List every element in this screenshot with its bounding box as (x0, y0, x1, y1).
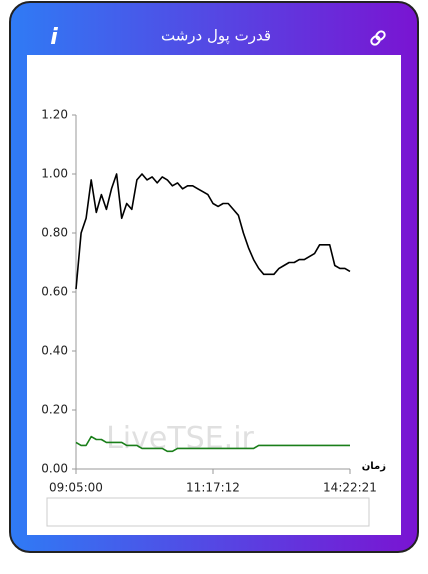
series-line (75, 435, 350, 453)
y-tick-label: 1.00 (41, 167, 68, 181)
header-title: قدرت پول درشت (161, 27, 271, 46)
x-tick-label: 11:17:12 (186, 481, 240, 495)
y-tick-label: 0.80 (41, 226, 68, 240)
y-tick-label: 0.20 (41, 403, 68, 417)
x-tick-label: 09:05:00 (49, 481, 103, 495)
link-button[interactable] (370, 30, 386, 46)
series-line (75, 173, 351, 290)
y-tick-label: 1.20 (41, 108, 68, 122)
legend (46, 497, 370, 527)
x-tick-label: 14:22:21 (323, 481, 377, 495)
x-axis-label: زمان (362, 461, 386, 472)
y-tick-label: 0.60 (41, 285, 68, 299)
chart-panel (27, 55, 401, 535)
info-button[interactable]: i (50, 25, 58, 50)
watermark: LiveTSE.ir (106, 421, 254, 456)
y-tick-label: 0.40 (41, 344, 68, 358)
y-tick-label: 0.00 (41, 462, 68, 476)
